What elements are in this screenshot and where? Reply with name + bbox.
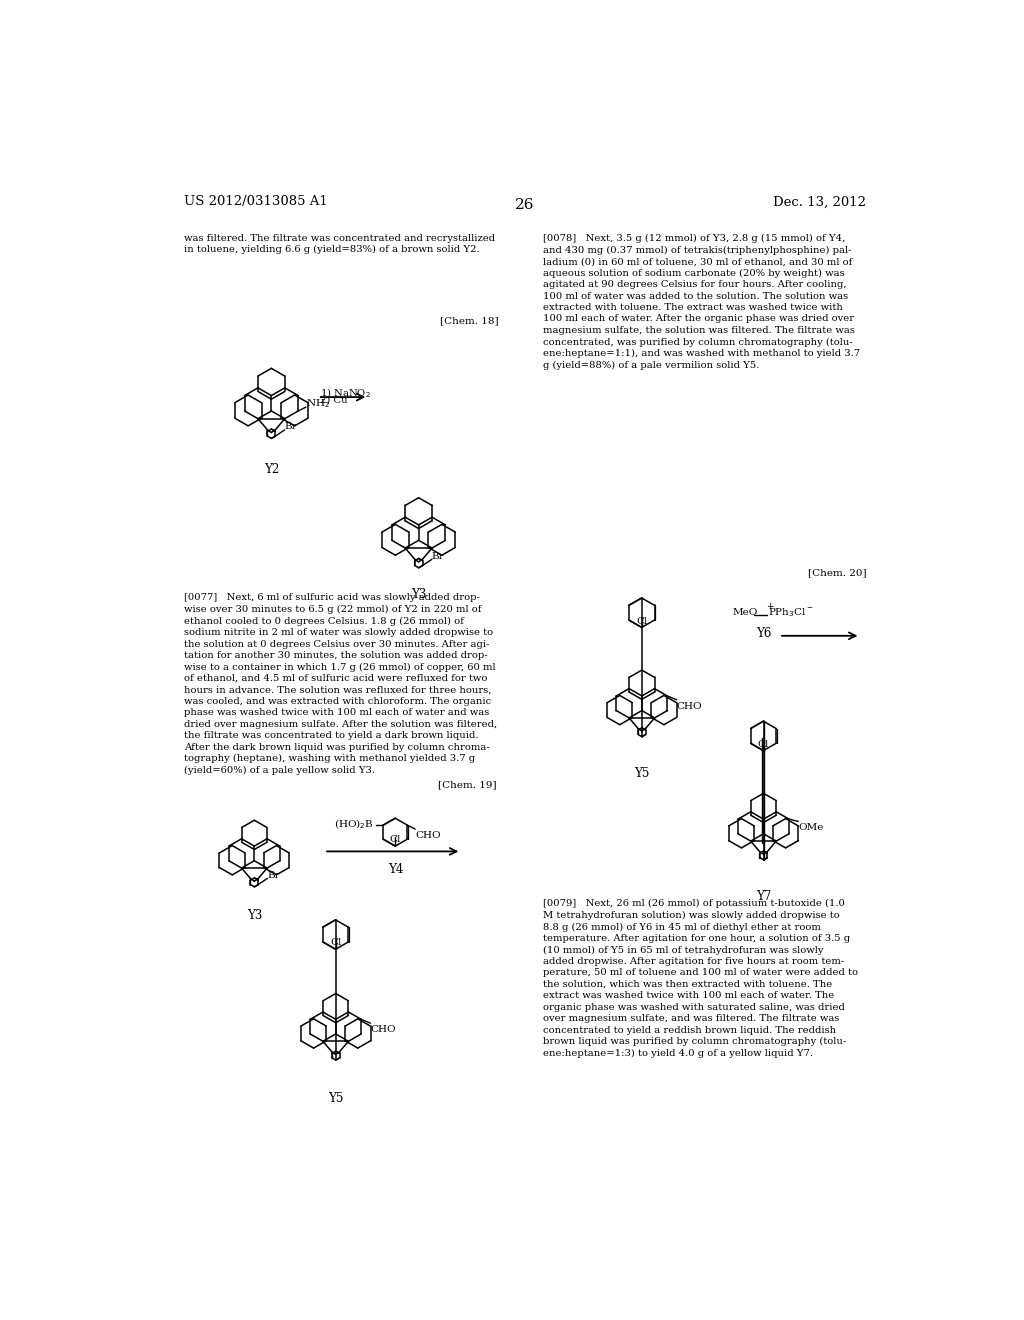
- Text: OMe: OMe: [799, 822, 823, 832]
- Text: Y3: Y3: [411, 589, 426, 601]
- Text: Y6: Y6: [756, 627, 771, 640]
- Text: CHO: CHO: [371, 1026, 396, 1035]
- Text: CHO: CHO: [415, 830, 440, 840]
- Text: Br: Br: [285, 422, 297, 432]
- Text: Y5: Y5: [634, 767, 649, 780]
- Text: 2) Cu: 2) Cu: [321, 396, 348, 404]
- Text: [0077]   Next, 6 ml of sulfuric acid was slowly added drop-
wise over 30 minutes: [0077] Next, 6 ml of sulfuric acid was s…: [183, 594, 497, 775]
- Text: Y3: Y3: [247, 909, 262, 923]
- Text: Cl: Cl: [636, 616, 647, 626]
- Text: Cl: Cl: [758, 739, 769, 748]
- Text: [Chem. 20]: [Chem. 20]: [809, 568, 867, 577]
- Text: Y5: Y5: [328, 1093, 343, 1105]
- Text: +: +: [766, 602, 773, 611]
- Text: 1) NaNO$_2$: 1) NaNO$_2$: [321, 387, 371, 400]
- Text: Br: Br: [267, 871, 281, 880]
- Text: [0078]   Next, 3.5 g (12 mmol) of Y3, 2.8 g (15 mmol) of Y4,
and 430 mg (0.37 mm: [0078] Next, 3.5 g (12 mmol) of Y3, 2.8 …: [543, 234, 860, 370]
- Text: Cl: Cl: [330, 939, 341, 948]
- Text: NH$_2$: NH$_2$: [306, 397, 330, 409]
- Text: [Chem. 19]: [Chem. 19]: [438, 780, 497, 789]
- Text: Y2: Y2: [264, 462, 279, 475]
- Text: [Chem. 18]: [Chem. 18]: [440, 317, 499, 325]
- Text: was filtered. The filtrate was concentrated and recrystallized
in toluene, yield: was filtered. The filtrate was concentra…: [183, 234, 495, 255]
- Text: CHO: CHO: [677, 702, 702, 711]
- Text: US 2012/0313085 A1: US 2012/0313085 A1: [183, 195, 328, 209]
- Text: Br: Br: [432, 552, 444, 561]
- Text: [0079]   Next, 26 ml (26 mmol) of potassium t-butoxide (1.0
M tetrahydrofuran so: [0079] Next, 26 ml (26 mmol) of potassiu…: [543, 899, 858, 1057]
- Text: (HO)$_2$B: (HO)$_2$B: [334, 817, 374, 832]
- Text: Dec. 13, 2012: Dec. 13, 2012: [773, 195, 866, 209]
- Text: Cl: Cl: [390, 836, 401, 845]
- Text: Y7: Y7: [756, 890, 771, 903]
- Text: PPh$_3$Cl$^-$: PPh$_3$Cl$^-$: [768, 606, 814, 619]
- Text: 26: 26: [515, 198, 535, 213]
- Text: Y4: Y4: [388, 863, 403, 876]
- Text: MeO: MeO: [732, 609, 758, 618]
